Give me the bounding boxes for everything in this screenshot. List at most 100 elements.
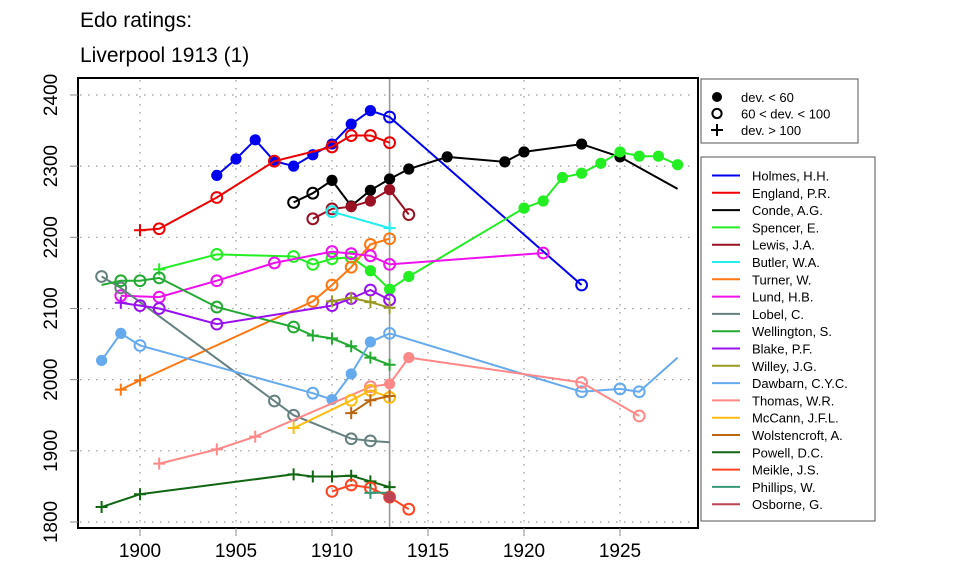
data-point-open [95,270,108,283]
series-thomas-w-r [153,351,646,470]
data-point-open [133,339,147,352]
data-point-open [152,271,166,285]
data-point-plus [345,291,358,304]
x-tick-label: 1915 [407,541,449,562]
series-wolstencroft-a [345,390,396,420]
data-point-filled [518,202,530,214]
data-point-plus [114,296,127,309]
data-point-plus [114,383,127,396]
data-point-filled [345,118,357,130]
series-legend-label: Dawbarn, C.Y.C. [752,376,848,391]
data-point-plus [383,222,396,235]
series-holmes-h-h [211,105,588,292]
data-point-open [575,385,588,399]
x-tick-label: 1925 [599,541,641,562]
data-point-plus [153,457,166,470]
data-point-plus [287,468,300,481]
data-point-filled [384,491,396,503]
legend-plus-icon [711,124,723,136]
data-point-filled [384,184,396,196]
data-point-filled [576,167,588,179]
data-point-open [133,299,147,313]
data-point-open [325,484,339,498]
data-point-filled [384,283,396,295]
series-line [101,275,390,444]
series-line [120,250,544,299]
data-point-open [344,260,358,274]
data-point-filled [364,195,376,207]
y-tick-label: 2200 [41,216,62,258]
data-point-plus [383,390,396,403]
y-tick-label: 2400 [41,74,62,116]
series-legend-label: Lobel, C. [752,307,804,322]
data-point-filled [652,150,665,162]
data-point-plus [210,443,223,456]
y-tick-label: 1800 [41,501,62,543]
series-legend-label: Meikle, J.S. [752,463,819,478]
marker-legend-label: 60 < dev. < 100 [741,107,830,122]
data-point-filled [364,336,376,348]
series-line [120,288,391,326]
data-point-open [383,110,397,124]
data-point-filled [364,105,376,117]
data-point-open [287,250,301,263]
data-point-open [344,129,358,142]
series-layer [95,105,684,516]
data-point-open [268,154,281,168]
data-point-open [325,252,339,266]
legend-filled-circle-icon [712,92,722,102]
data-point-open [364,129,377,142]
data-point-filled [518,146,530,158]
series-legend-label: Conde, A.G. [752,203,823,218]
data-point-filled [672,159,684,171]
series-legend-label: Wellington, S. [752,324,832,339]
data-point-filled [115,327,127,339]
series-powell-d-c [95,468,396,514]
data-point-plus [306,470,319,483]
series-spencer-e [153,146,684,295]
data-point-filled [403,351,415,364]
data-point-filled [556,171,569,184]
data-point-plus [364,475,377,488]
data-point-filled [364,184,376,196]
data-point-open [383,326,397,340]
data-point-plus [287,422,300,435]
data-point-filled [364,265,376,277]
data-point-filled [345,368,357,380]
series-line [293,389,390,430]
x-tick-label: 1905 [215,541,257,562]
chart-title-line2: Liverpool 1913 (1) [80,44,249,67]
series-line [331,210,390,230]
data-point-open [344,478,358,492]
data-point-open [364,434,377,448]
series-england-p-r [134,129,397,237]
data-point-open [306,294,320,308]
data-point-open [575,278,588,292]
data-point-open [306,386,320,400]
series-line [158,150,679,291]
data-point-open [325,205,339,219]
data-point-filled [403,163,415,175]
x-tick-label: 1910 [311,541,353,562]
series-legend-label: Phillips, W. [752,480,816,495]
series-legend-label: Holmes, H.H. [752,169,829,184]
data-point-open [306,212,320,226]
data-point-plus [95,501,108,514]
series-lund-h-b [114,245,550,304]
data-point-plus [364,296,377,309]
series-willey-j-g [326,291,396,314]
series-legend-label: Lund, H.B. [752,290,813,305]
data-point-filled [384,378,396,390]
data-point-plus [134,224,146,237]
data-point-open [325,278,339,292]
data-point-filled [595,157,607,169]
series-line [101,473,390,509]
data-point-filled [576,138,588,150]
data-point-plus [364,486,377,499]
data-point-filled [230,153,242,165]
data-point-open [133,274,147,288]
series-osborne-g [384,491,396,503]
data-point-open [152,302,166,315]
data-point-plus [306,329,319,342]
series-wellington-s [101,271,396,371]
